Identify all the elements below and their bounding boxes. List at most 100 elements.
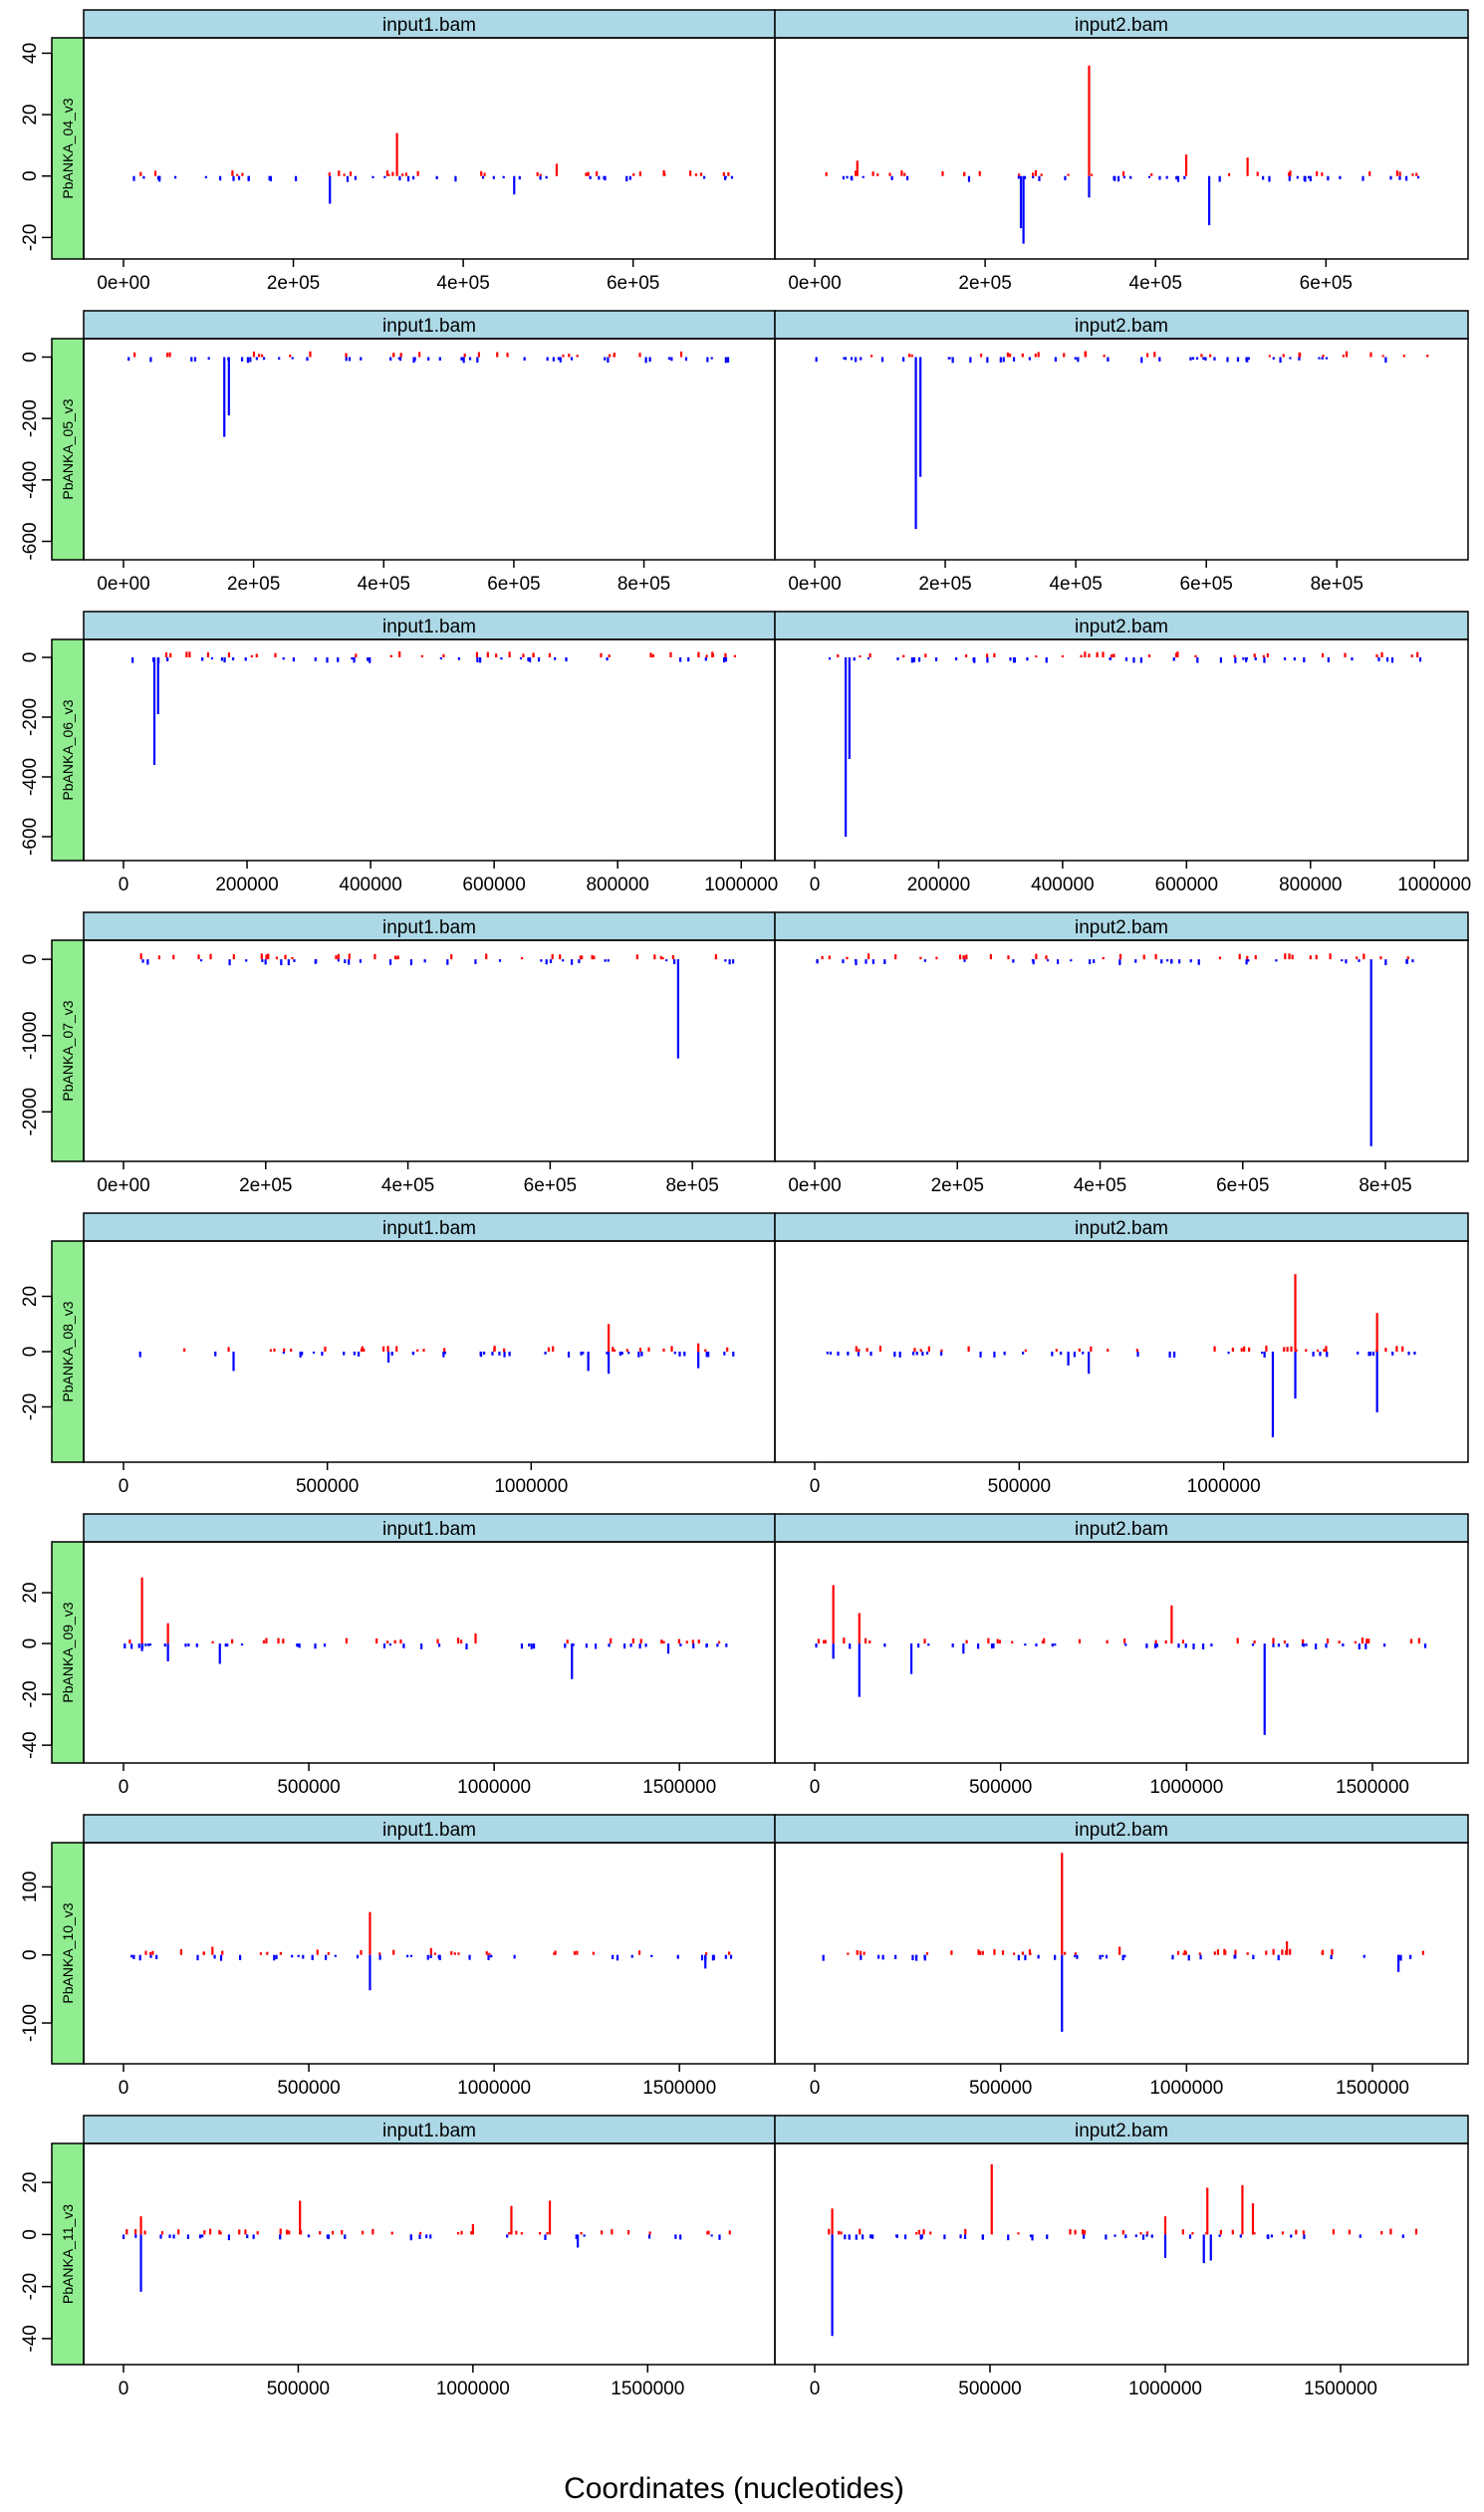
y-tick-label: -20 (20, 1393, 41, 1420)
panel-strip (83, 1513, 776, 1543)
x-tick-label: 6e+05 (487, 574, 540, 595)
panel-strip (774, 611, 1469, 640)
panel-strip (774, 1814, 1469, 1844)
x-tick-label: 6e+05 (1180, 574, 1233, 595)
y-tick-label: 0 (20, 170, 41, 181)
y-tick-label: -20 (20, 224, 41, 251)
chart-row: PbANKA_05_v3 -600 -400 -200 0 input1.bam 0e+00… (20, 310, 1469, 595)
panel-frame (83, 2142, 776, 2366)
x-tick-label: 500000 (277, 2078, 340, 2099)
panel-title: input1.bam (382, 316, 476, 337)
y-tick-label: 0 (20, 652, 41, 663)
panel-frame (774, 338, 1469, 561)
panel-frame (774, 1240, 1469, 1463)
row-strip (51, 1842, 85, 2065)
y-tick-label: -400 (20, 461, 41, 499)
x-tick-label: 0 (810, 1476, 821, 1497)
x-tick-label: 600000 (1155, 875, 1218, 895)
x-tick-label: 8e+05 (618, 574, 670, 595)
x-tick-label: 6e+05 (1216, 1175, 1269, 1196)
panel-title: input1.bam (382, 617, 476, 637)
x-tick-label: 400000 (339, 875, 401, 895)
panel-strip (774, 911, 1469, 941)
panel-title: input2.bam (1075, 2121, 1168, 2141)
panel-title: input1.bam (382, 15, 476, 36)
x-tick-label: 6e+05 (607, 273, 659, 294)
x-tick-label: 4e+05 (436, 273, 489, 294)
row-label: PbANKA_10_v3 (60, 1902, 76, 2003)
chart-row: PbANKA_04_v3 -20 0 20 40 input1.bam 0e+00 2e+05… (20, 9, 1469, 294)
panel-strip (83, 310, 776, 340)
x-tick-label: 500000 (267, 2379, 330, 2399)
x-tick-label: 500000 (296, 1476, 359, 1497)
x-tick-label: 2e+05 (958, 273, 1011, 294)
x-tick-label: 1000000 (1187, 1476, 1261, 1497)
x-tick-label: 1000000 (457, 1777, 531, 1798)
x-tick-label: 6e+05 (524, 1175, 577, 1196)
x-tick-label: 4e+05 (1049, 574, 1102, 595)
chart-row: PbANKA_09_v3 -40 -20 0 20 input1.bam 0 500000 10… (20, 1513, 1469, 1798)
x-tick-label: 0e+00 (788, 574, 841, 595)
x-tick-label: 2e+05 (931, 1175, 984, 1196)
x-tick-label: 8e+05 (665, 1175, 718, 1196)
panel-frame (83, 939, 776, 1162)
y-tick-label: 0 (20, 352, 41, 363)
x-tick-label: 0 (810, 1777, 821, 1798)
y-tick-label: 0 (20, 1949, 41, 1960)
panel-strip (83, 611, 776, 640)
x-tick-label: 4e+05 (1074, 1175, 1126, 1196)
x-tick-label: 500000 (988, 1476, 1051, 1497)
chart-row: PbANKA_06_v3 -600 -400 -200 0 input1.bam 0 2000… (20, 611, 1471, 895)
y-tick-label: 20 (20, 105, 41, 126)
x-tick-label: 1500000 (1336, 1777, 1409, 1798)
panel-strip (83, 911, 776, 941)
panel: input2.bam 0 500000 1000000 1500000 (774, 1814, 1469, 2099)
y-tick-label: 0 (20, 2229, 41, 2240)
x-tick-label: 6e+05 (1300, 273, 1353, 294)
panel-strip (774, 2115, 1469, 2144)
panel-frame (83, 37, 776, 260)
panel: input2.bam 0e+00 2e+05 4e+05 6e+05 8e+05 (774, 310, 1469, 595)
x-tick-label: 4e+05 (381, 1175, 434, 1196)
x-tick-label: 500000 (958, 2379, 1021, 2399)
y-tick-label: 0 (20, 954, 41, 965)
y-tick-label: -20 (20, 1680, 41, 1707)
y-tick-label: 20 (20, 1582, 41, 1603)
x-tick-label: 2e+05 (239, 1175, 292, 1196)
panel-strip (83, 1212, 776, 1242)
x-tick-label: 0e+00 (97, 574, 149, 595)
panel: input2.bam 0e+00 2e+05 4e+05 6e+05 (774, 9, 1469, 294)
x-tick-label: 1500000 (1304, 2379, 1377, 2399)
panel-strip (774, 1513, 1469, 1543)
x-tick-label: 500000 (277, 1777, 340, 1798)
x-tick-label: 500000 (969, 1777, 1032, 1798)
panel-title: input1.bam (382, 2121, 476, 2141)
panel-frame (83, 1842, 776, 2065)
panel: input2.bam 0 200000 400000 600000 800000 10000… (774, 611, 1471, 895)
row-label: PbANKA_07_v3 (60, 1000, 76, 1101)
y-tick-label: -100 (20, 2004, 41, 2042)
panel-title: input2.bam (1075, 617, 1168, 637)
row-label: PbANKA_11_v3 (60, 2204, 76, 2304)
panel-title: input2.bam (1075, 1519, 1168, 1540)
panel: input1.bam 0 500000 1000000 (83, 1212, 776, 1497)
x-tick-label: 4e+05 (1129, 273, 1182, 294)
panel-title: input2.bam (1075, 1820, 1168, 1841)
y-tick-label: -200 (20, 399, 41, 437)
panel-frame (83, 338, 776, 561)
x-tick-label: 1000000 (1128, 2379, 1202, 2399)
x-tick-label: 0e+00 (97, 1175, 149, 1196)
panel: input2.bam 0 500000 1000000 1500000 (774, 2115, 1469, 2399)
x-tick-label: 2e+05 (227, 574, 280, 595)
panel: input1.bam 0e+00 2e+05 4e+05 6e+05 8e+05 (83, 911, 776, 1196)
panel-title: input2.bam (1075, 316, 1168, 337)
x-tick-label: 1000000 (1149, 1777, 1223, 1798)
panel-title: input1.bam (382, 1820, 476, 1841)
x-tick-label: 1500000 (642, 1777, 716, 1798)
x-tick-label: 0e+00 (788, 273, 841, 294)
x-tick-label: 8e+05 (1359, 1175, 1411, 1196)
panel-title: input1.bam (382, 1218, 476, 1239)
x-tick-label: 1500000 (611, 2379, 684, 2399)
